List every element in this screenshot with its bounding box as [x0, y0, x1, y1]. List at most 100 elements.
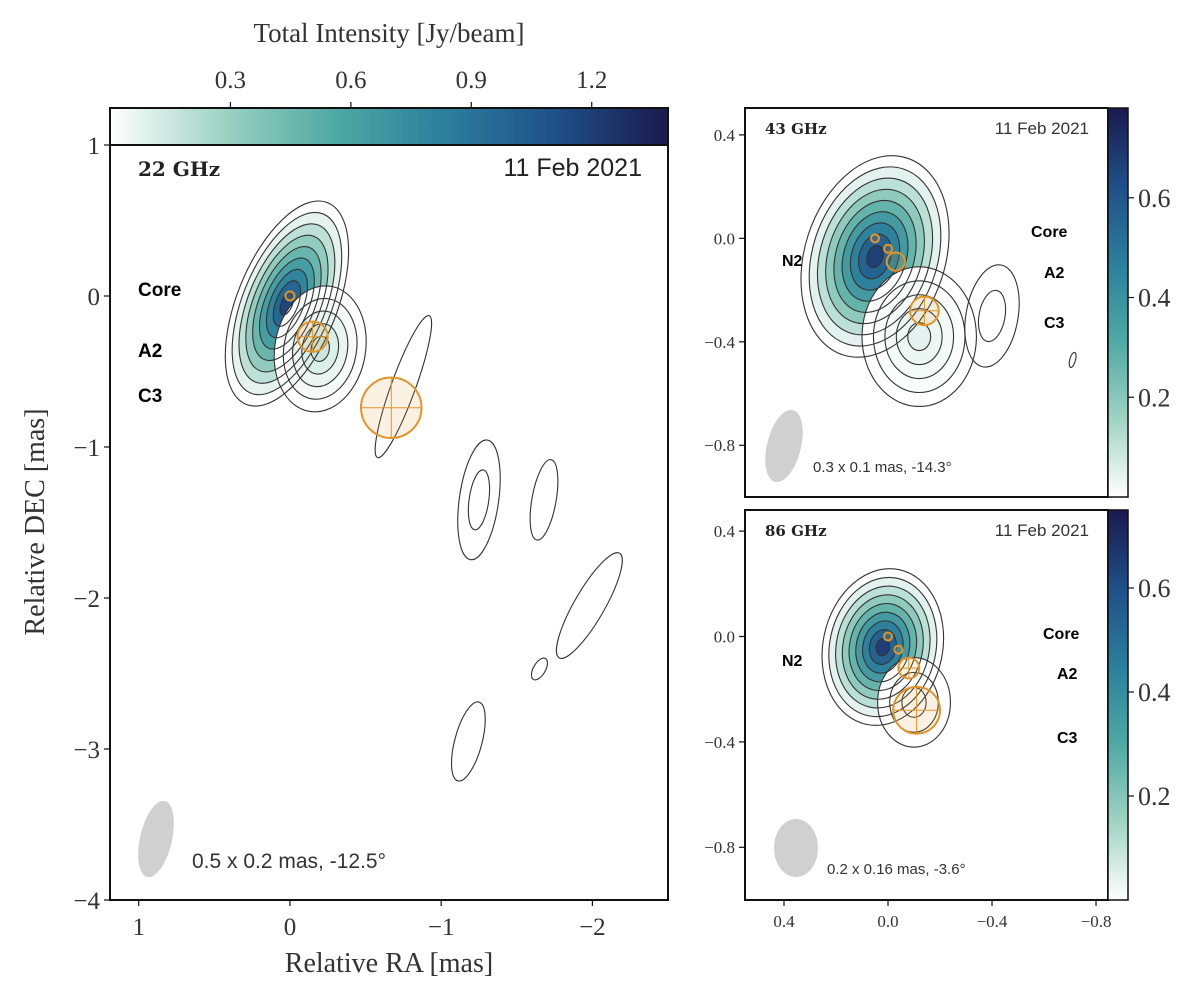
label-n2-86: N2 — [782, 653, 803, 670]
x-tick-label: 0.4 — [773, 912, 795, 931]
contour-line — [849, 222, 901, 291]
beam-label-22: 0.5 x 0.2 mas, -12.5° — [192, 850, 386, 873]
contour-line — [858, 233, 893, 280]
contour-line — [224, 200, 350, 407]
model-component-unnamed — [893, 644, 904, 655]
label-n2-43: N2 — [782, 253, 803, 270]
y-tick-label: 0.0 — [714, 627, 735, 646]
y-tick-label: 1 — [88, 133, 101, 160]
contour-line — [1068, 351, 1077, 369]
contour-line — [964, 264, 1020, 368]
label-core-86: Core — [1043, 626, 1080, 643]
label-c3-22: C3 — [138, 386, 162, 407]
y-tick-label: 0 — [88, 284, 101, 311]
contour-line — [530, 657, 549, 681]
contour-line — [816, 177, 934, 336]
colorbar — [109, 107, 669, 146]
plot-area — [821, 568, 951, 748]
panel-43ghz: 0.4 0.0 −0.4 −0.8 0.2 0.4 0.6 — [704, 107, 1171, 498]
contour-line — [374, 314, 433, 459]
contour-line — [555, 552, 623, 659]
contour-line — [866, 244, 884, 269]
y-tick-label: 0.4 — [714, 126, 736, 145]
intensity-fill — [907, 322, 931, 351]
plot-frame — [109, 144, 669, 901]
contour-line — [238, 223, 336, 384]
contour-line — [895, 308, 943, 366]
label-c3-86: C3 — [1057, 730, 1078, 747]
contour-line — [848, 602, 918, 692]
contour-line — [282, 297, 358, 400]
y-tick-label: −0.4 — [704, 733, 735, 752]
contour-line — [245, 234, 329, 373]
colorbar-tick-label: 0.4 — [1138, 678, 1171, 707]
contour-line — [835, 585, 931, 709]
panel-86ghz: 0.4 0.0 −0.4 −0.8 0.4 0.0 −0.4 −0.8 0.2 0.4 0.6 — [704, 509, 1171, 931]
x-axis-label: Relative RA [mas] — [285, 948, 493, 979]
y-tick-label: −4 — [73, 888, 100, 915]
intensity-fill — [556, 552, 623, 659]
intensity-fill — [451, 701, 486, 781]
label-c3-43: C3 — [1044, 315, 1065, 332]
y-tick-label: −0.8 — [704, 838, 735, 857]
contour-line — [529, 459, 559, 541]
model-component-core — [870, 233, 881, 244]
y-tick-label: −3 — [73, 737, 100, 764]
y-tick-label: −2 — [73, 586, 100, 613]
y-tick-label: 0.0 — [714, 229, 735, 248]
label-a2-22: A2 — [138, 341, 162, 362]
x-tick-label: 0.0 — [877, 912, 898, 931]
label-core-22: Core — [138, 280, 181, 301]
label-core-43: Core — [1031, 224, 1068, 241]
colorbar — [1107, 107, 1129, 498]
model-component-a2 — [885, 251, 906, 272]
colorbar-tick-label: 0.2 — [1138, 383, 1171, 412]
intensity-fill — [876, 638, 890, 656]
contour-line — [808, 166, 942, 347]
colorbar-label: Total Intensity [Jy/beam] — [253, 18, 524, 48]
band-label-22: 22 GHz — [138, 157, 220, 181]
contour-line — [821, 568, 945, 726]
beam-label-86: 0.2 x 0.16 mas, -3.6° — [827, 861, 966, 878]
contour-line — [907, 322, 932, 352]
contour-line — [855, 611, 911, 683]
y-tick-label: 0.4 — [714, 522, 736, 541]
plot-area — [800, 155, 1077, 408]
contour-line — [265, 268, 309, 339]
colorbar-tick-label: 1.2 — [576, 67, 607, 94]
intensity-fill — [978, 290, 1006, 342]
x-tick-label: 1 — [132, 914, 145, 941]
contour-line — [861, 266, 977, 408]
colorbar-tick-label: 0.2 — [1138, 782, 1171, 811]
intensity-fill — [1069, 352, 1077, 368]
contour-line — [231, 211, 343, 396]
beam-ellipse-43 — [765, 409, 803, 483]
beam-label-43: 0.3 x 0.1 mas, -14.3° — [813, 459, 952, 476]
x-tick-label: 0 — [284, 914, 297, 941]
beam-ellipse-86 — [774, 819, 818, 877]
date-label-86: 11 Feb 2021 — [995, 521, 1089, 540]
colorbar — [1107, 509, 1129, 901]
contour-line — [841, 594, 924, 700]
contour-line — [272, 280, 302, 327]
contour-line — [884, 294, 955, 380]
contour-line — [467, 469, 491, 531]
intensity-fill — [866, 245, 884, 268]
plot-area — [224, 200, 623, 782]
y-tick-label: −1 — [73, 435, 100, 462]
colorbar-tick-label: 0.3 — [215, 67, 246, 94]
x-tick-label: −2 — [579, 914, 606, 941]
contour-line — [828, 576, 938, 718]
colorbar-tick-label: 0.6 — [1138, 184, 1171, 213]
contour-line — [877, 657, 951, 748]
contour-line — [292, 310, 349, 388]
contour-line — [450, 701, 486, 782]
contour-line — [833, 199, 917, 313]
colorbar-tick-label: 0.6 — [335, 67, 366, 94]
model-component-unnamed — [883, 243, 894, 254]
x-tick-label: −0.8 — [1081, 912, 1112, 931]
x-tick-label: −1 — [428, 914, 455, 941]
date-label-43: 11 Feb 2021 — [995, 119, 1089, 138]
contour-line — [800, 155, 950, 358]
